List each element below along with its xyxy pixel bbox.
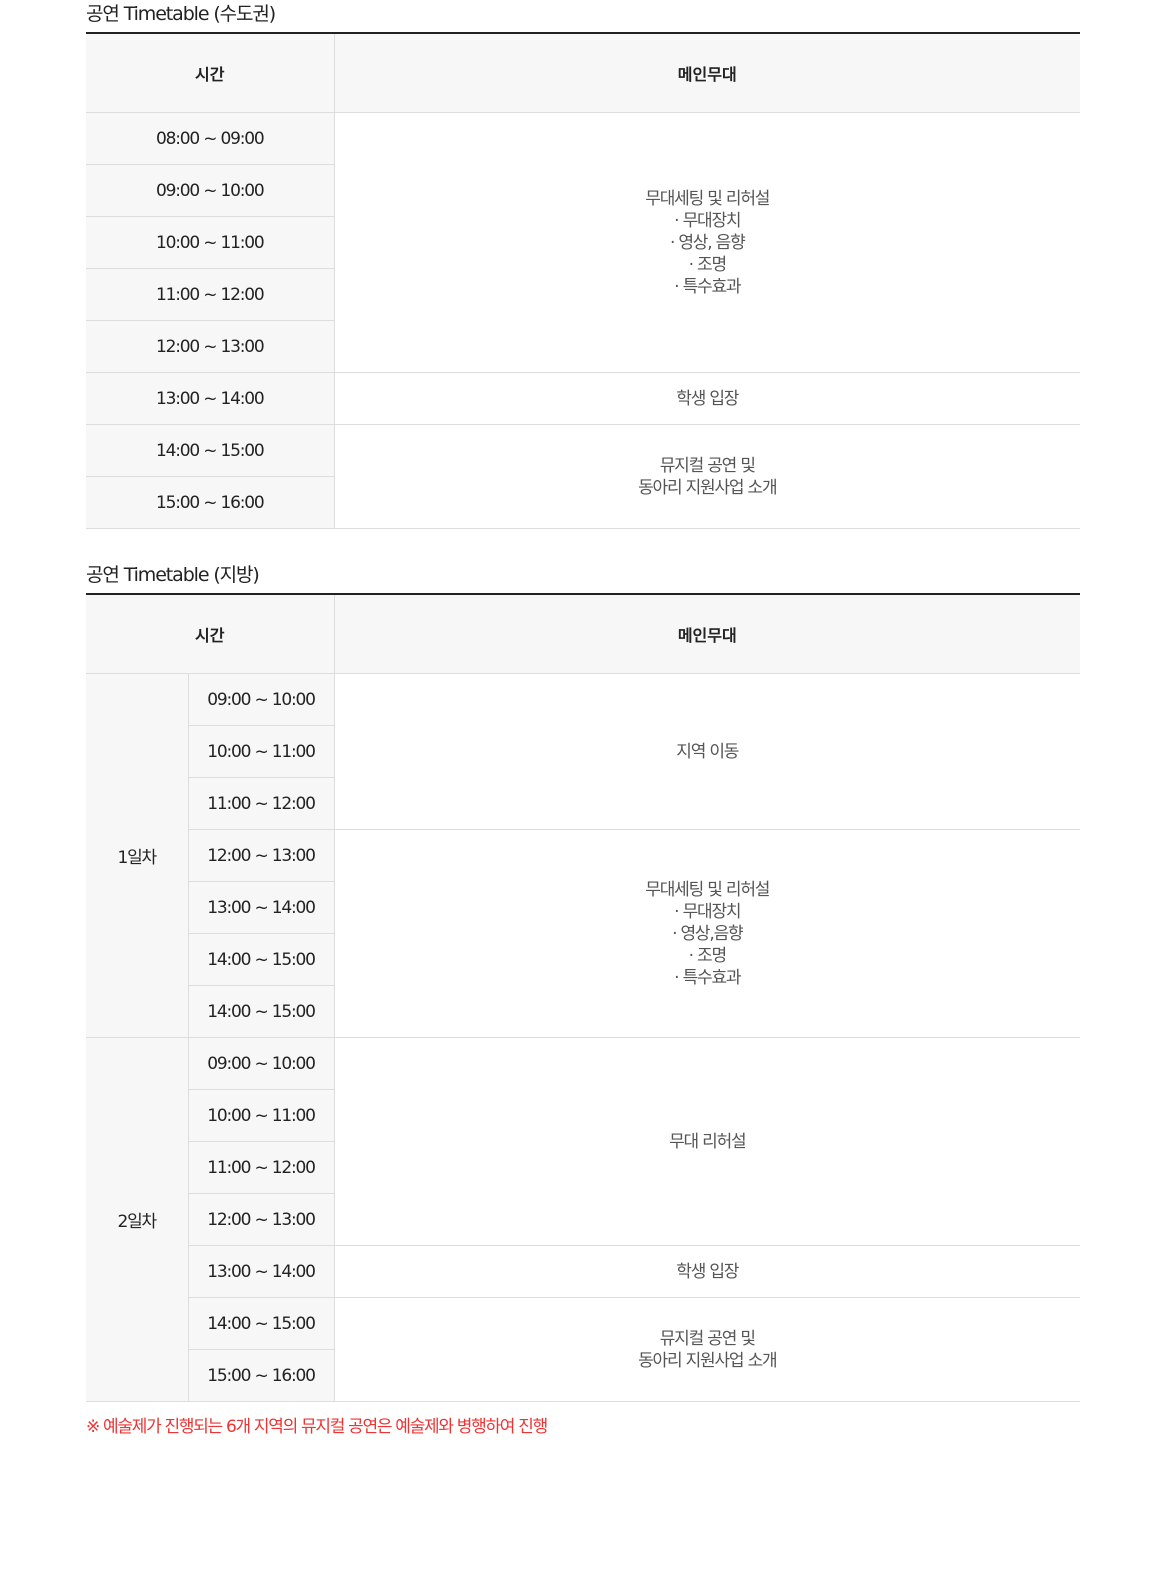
- table-row: 10:00 ~ 11:00: [86, 1089, 1080, 1142]
- table-row: 10:00 ~ 11:00: [86, 216, 1080, 269]
- time-cell: 08:00 ~ 09:00: [86, 112, 334, 165]
- table-row: 15:00 ~ 16:00: [86, 476, 1080, 529]
- table-row: 15:00 ~ 16:00: [86, 1349, 1080, 1402]
- table-row: 12:00 ~ 13:00: [86, 320, 1080, 373]
- time-cell: 13:00 ~ 14:00: [86, 372, 334, 425]
- table-row: 14:00 ~ 15:00 뮤지컬 공연 및 동아리 지원사업 소개: [86, 424, 1080, 529]
- setup-line: 무대세팅 및 리허설: [645, 188, 770, 209]
- time-cell: 09:00 ~ 10:00: [86, 164, 334, 217]
- musical-performance-cell: 뮤지컬 공연 및 동아리 지원사업 소개: [333, 1297, 1081, 1402]
- regional-timetable-title: 공연 Timetable (지방): [86, 564, 260, 586]
- table-row: 14:00 ~ 15:00 뮤지컬 공연 및 동아리 지원사업 소개: [86, 1297, 1081, 1402]
- student-entry-cell: 학생 입장: [333, 1245, 1081, 1298]
- column-header-time: 시간: [86, 33, 334, 113]
- setup-line: · 특수효과: [674, 967, 741, 988]
- musical-line: 동아리 지원사업 소개: [638, 1350, 778, 1371]
- time-cell: 14:00 ~ 15:00: [187, 985, 335, 1038]
- table-row: 13:00 ~ 14:00 학생 입장: [86, 372, 1080, 425]
- musical-performance-cell: 뮤지컬 공연 및 동아리 지원사업 소개: [333, 424, 1080, 529]
- table-row: 14:00 ~ 15:00: [86, 933, 1080, 986]
- regional-timetable: 시간 메인무대 1일차 09:00 ~ 10:00 지역 이동 10:00 ~ …: [86, 593, 1081, 1402]
- time-cell: 14:00 ~ 15:00: [187, 933, 335, 986]
- table-row: 11:00 ~ 12:00: [86, 1141, 1080, 1194]
- setup-line: · 영상, 음향: [669, 232, 746, 253]
- time-cell: 10:00 ~ 11:00: [86, 216, 334, 269]
- setup-line: · 무대장치: [674, 901, 741, 922]
- capital-timetable-section: 공연 Timetable (수도권) 시간 메인무대 08:00 ~ 09:00…: [86, 0, 1080, 529]
- table-row: 09:00 ~ 10:00: [86, 164, 1080, 217]
- setup-line: · 영상,음향: [672, 923, 744, 944]
- time-cell: 12:00 ~ 13:00: [187, 829, 335, 882]
- table-row: 08:00 ~ 09:00 무대세팅 및 리허설 · 무대장치 · 영상, 음향…: [86, 112, 1080, 373]
- time-cell: 10:00 ~ 11:00: [187, 725, 335, 778]
- table-header-row: 시간 메인무대: [86, 33, 1080, 113]
- time-cell: 14:00 ~ 15:00: [187, 1297, 335, 1350]
- time-cell: 12:00 ~ 13:00: [187, 1193, 335, 1246]
- day-label-1: 1일차: [86, 673, 188, 1038]
- student-entry-cell: 학생 입장: [333, 372, 1080, 425]
- table-row: 11:00 ~ 12:00: [86, 777, 1080, 830]
- footnote: ※ 예술제가 진행되는 6개 지역의 뮤지컬 공연은 예술제와 병행하여 진행: [86, 1417, 548, 1437]
- musical-line: 뮤지컬 공연 및: [659, 1328, 756, 1349]
- region-move-cell: 지역 이동: [333, 673, 1081, 830]
- table-row: 10:00 ~ 11:00: [86, 725, 1080, 778]
- time-cell: 14:00 ~ 15:00: [86, 424, 334, 477]
- time-cell: 11:00 ~ 12:00: [86, 268, 334, 321]
- table-row: 1일차 09:00 ~ 10:00 지역 이동: [86, 673, 1081, 1038]
- stage-rehearsal-cell: 무대 리허설: [333, 1037, 1081, 1246]
- time-cell: 09:00 ~ 10:00: [187, 1037, 335, 1090]
- setup-line: 무대세팅 및 리허설: [645, 879, 770, 900]
- table-row: 13:00 ~ 14:00 학생 입장: [86, 1245, 1081, 1298]
- time-cell: 13:00 ~ 14:00: [187, 881, 335, 934]
- time-cell: 15:00 ~ 16:00: [187, 1349, 335, 1402]
- time-cell: 11:00 ~ 12:00: [187, 777, 335, 830]
- musical-line: 뮤지컬 공연 및: [659, 455, 756, 476]
- time-cell: 12:00 ~ 13:00: [86, 320, 334, 373]
- setup-rehearsal-cell: 무대세팅 및 리허설 · 무대장치 · 영상,음향 · 조명 · 특수효과: [333, 829, 1081, 1038]
- table-row: 13:00 ~ 14:00: [86, 881, 1080, 934]
- table-row: 12:00 ~ 13:00: [86, 1193, 1080, 1246]
- time-cell: 15:00 ~ 16:00: [86, 476, 334, 529]
- capital-timetable-title: 공연 Timetable (수도권): [86, 3, 276, 25]
- setup-line: · 조명: [688, 254, 727, 275]
- setup-line: · 무대장치: [674, 210, 741, 231]
- musical-line: 동아리 지원사업 소개: [638, 477, 778, 498]
- setup-rehearsal-cell: 무대세팅 및 리허설 · 무대장치 · 영상, 음향 · 조명 · 특수효과: [333, 112, 1080, 373]
- day-label-2: 2일차: [86, 1037, 188, 1402]
- setup-line: · 조명: [688, 945, 727, 966]
- table-row: 12:00 ~ 13:00 무대세팅 및 리허설 · 무대장치 · 영상,음향 …: [86, 829, 1081, 1038]
- setup-line: · 특수효과: [674, 276, 741, 297]
- table-row: 2일차 09:00 ~ 10:00 무대 리허설: [86, 1037, 1081, 1402]
- capital-timetable: 시간 메인무대 08:00 ~ 09:00 무대세팅 및 리허설 · 무대장치 …: [86, 32, 1080, 529]
- time-cell: 11:00 ~ 12:00: [187, 1141, 335, 1194]
- time-cell: 10:00 ~ 11:00: [187, 1089, 335, 1142]
- column-header-main-stage: 메인무대: [333, 33, 1080, 113]
- column-header-main-stage: 메인무대: [333, 594, 1081, 674]
- regional-timetable-section: 공연 Timetable (지방) 시간 메인무대 1일차 09:00 ~ 10…: [86, 561, 1081, 1402]
- time-cell: 09:00 ~ 10:00: [187, 673, 335, 726]
- table-header-row: 시간 메인무대: [86, 594, 1081, 674]
- table-row: 11:00 ~ 12:00: [86, 268, 1080, 321]
- time-cell: 13:00 ~ 14:00: [187, 1245, 335, 1298]
- column-header-time: 시간: [86, 594, 335, 674]
- table-row: 14:00 ~ 15:00: [86, 985, 1080, 1038]
